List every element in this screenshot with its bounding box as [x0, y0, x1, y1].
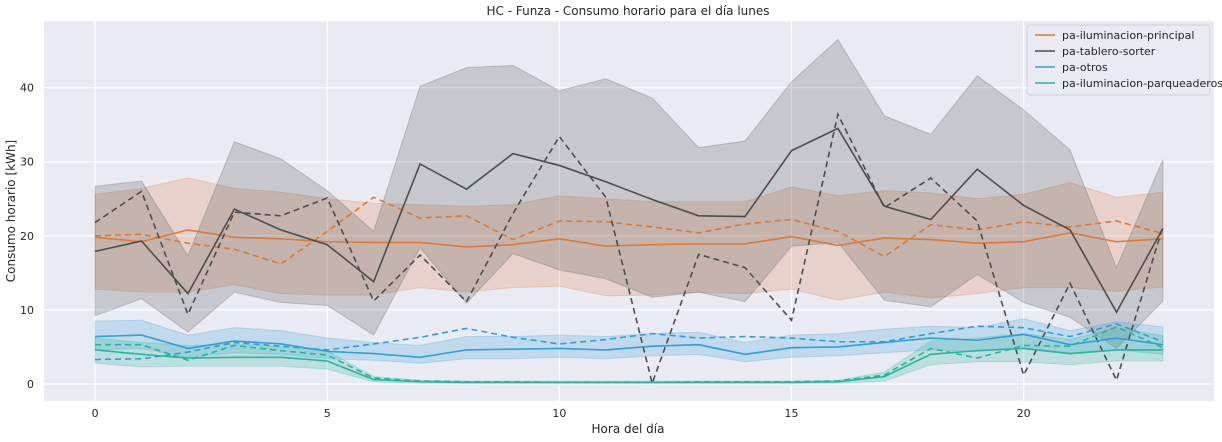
y-tick-label: 40 [20, 82, 34, 95]
y-axis-title: Consumo horario [kWh] [4, 140, 18, 282]
series-dashed-line-pa-iluminacion-parqueaderos [95, 326, 1164, 384]
legend-label: pa-iluminacion-parqueaderos [1062, 77, 1222, 90]
y-tick-label: 0 [27, 378, 34, 391]
y-tick-label: 20 [20, 230, 34, 243]
confidence-band-pa-tablero-sorter [94, 38, 1164, 350]
x-tick-label: 20 [1017, 407, 1031, 420]
grid [44, 21, 1214, 401]
y-tick-label: 10 [20, 304, 34, 317]
legend-box [1026, 24, 1211, 96]
y-axis-ticks: 0 10 20 30 40 [20, 82, 34, 391]
series-line-pa-tablero-sorter [94, 127, 1164, 314]
confidence-band-pa-iluminacion-principal [94, 177, 1164, 301]
x-tick-label: 5 [324, 407, 331, 420]
x-axis-ticks: 0 5 10 15 20 [92, 407, 1031, 420]
chart-title: HC - Funza - Consumo horario para el día… [486, 4, 769, 18]
series-line-pa-otros [95, 333, 1164, 359]
series-dashed-line-pa-tablero-sorter [94, 111, 1164, 386]
legend: pa-iluminacion-principal pa-tablero-sorte… [1026, 24, 1222, 96]
x-tick-label: 15 [785, 407, 799, 420]
legend-label: pa-iluminacion-principal [1062, 29, 1194, 42]
y-tick-label: 30 [20, 156, 34, 169]
x-tick-label: 0 [92, 407, 99, 420]
confidence-bands [94, 38, 1164, 384]
confidence-band-pa-otros [94, 318, 1164, 364]
x-axis-title: Hora del día [592, 422, 665, 436]
legend-label: pa-tablero-sorter [1062, 45, 1156, 58]
series-lines [94, 111, 1164, 386]
series-line-pa-iluminacion-principal [94, 229, 1163, 248]
x-tick-label: 10 [552, 407, 566, 420]
legend-label: pa-otros [1062, 61, 1108, 74]
series-dashed-line-pa-iluminacion-principal [95, 196, 1164, 265]
